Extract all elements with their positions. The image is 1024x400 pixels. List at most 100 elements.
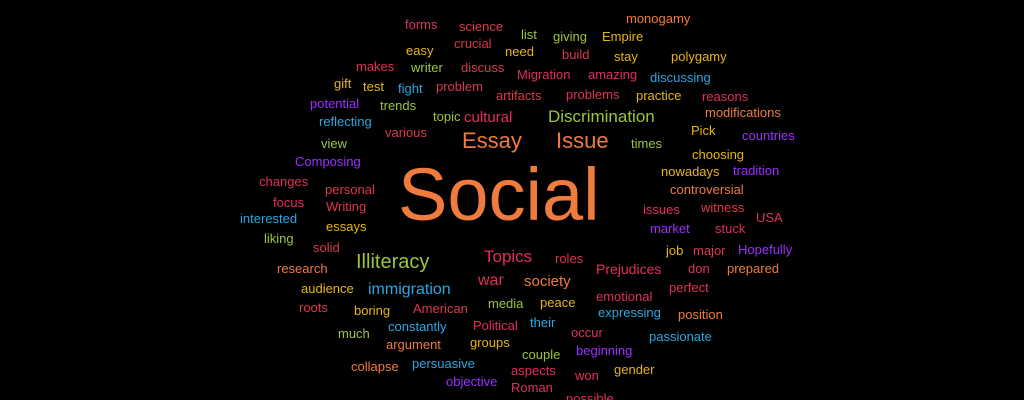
word-collapse: collapse	[351, 359, 399, 374]
word-modifications: modifications	[705, 105, 781, 120]
word-groups: groups	[470, 335, 510, 350]
word-cultural: cultural	[464, 109, 513, 126]
word-writer: writer	[411, 60, 443, 75]
word-issues: issues	[643, 202, 680, 217]
word-perfect: perfect	[669, 280, 709, 295]
word-migration: Migration	[517, 67, 571, 82]
word-society: society	[524, 273, 571, 290]
word-american: American	[413, 301, 468, 316]
word-need: need	[505, 44, 534, 59]
word-essays: essays	[326, 219, 367, 234]
word-prepared: prepared	[727, 261, 780, 276]
word-solid: solid	[313, 240, 340, 255]
word-makes: makes	[356, 59, 395, 74]
word-discuss: discuss	[461, 60, 505, 75]
word-argument: argument	[386, 337, 441, 352]
word-roman: Roman	[511, 380, 553, 395]
word-aspects: aspects	[511, 363, 556, 378]
word-interested: interested	[240, 211, 298, 226]
word-occur: occur	[571, 325, 603, 340]
word-discussing: discussing	[650, 70, 711, 85]
word-roots: roots	[299, 300, 328, 315]
word-constantly: constantly	[388, 319, 447, 334]
word-giving: giving	[553, 29, 587, 44]
word-couple: couple	[522, 347, 561, 362]
word-focus: focus	[273, 195, 305, 210]
word-objective: objective	[446, 374, 498, 389]
word-crucial: crucial	[454, 36, 492, 51]
word-war: war	[478, 272, 504, 289]
word-essay: Essay	[462, 128, 522, 153]
word-personal: personal	[325, 182, 375, 197]
word-beginning: beginning	[576, 343, 633, 358]
word-empire: Empire	[602, 29, 644, 44]
word-reflecting: reflecting	[319, 114, 372, 129]
word-stuck: stuck	[715, 221, 746, 236]
word-composing: Composing	[295, 154, 361, 169]
word-pick: Pick	[691, 123, 716, 138]
word-major: major	[693, 243, 726, 258]
word-don: don	[688, 261, 710, 276]
word-illiteracy: Illiteracy	[356, 251, 430, 273]
word-discrimination: Discrimination	[548, 107, 655, 126]
word-choosing: choosing	[692, 147, 745, 162]
word-hopefully: Hopefully	[738, 242, 793, 257]
word-changes: changes	[259, 174, 309, 189]
word-possible: possible	[566, 391, 614, 400]
word-fight: fight	[398, 81, 423, 96]
word-stay: stay	[614, 49, 638, 64]
word-tradition: tradition	[733, 163, 780, 178]
word-easy: easy	[406, 43, 434, 58]
word-gift: gift	[334, 76, 352, 91]
word-problem: problem	[436, 79, 483, 94]
word-social: Social	[398, 153, 600, 236]
word-science: science	[459, 19, 504, 34]
word-boring: boring	[354, 303, 391, 318]
word-immigration: immigration	[368, 281, 451, 298]
word-liking: liking	[264, 231, 294, 246]
word-artifacts: artifacts	[496, 88, 542, 103]
word-persuasive: persuasive	[412, 356, 475, 371]
word-times: times	[631, 136, 663, 151]
word-political: Political	[473, 318, 518, 333]
word-writing: Writing	[326, 199, 367, 214]
word-topic: topic	[433, 109, 461, 124]
word-passionate: passionate	[649, 329, 712, 344]
word-audience: audience	[301, 281, 354, 296]
word-build: build	[562, 47, 590, 62]
word-expressing: expressing	[598, 305, 661, 320]
word-job: job	[666, 243, 684, 258]
word-test: test	[363, 79, 384, 94]
word-prejudices: Prejudices	[596, 261, 662, 277]
word-controversial: controversial	[670, 182, 744, 197]
word-won: won	[575, 368, 599, 383]
word-countries: countries	[742, 128, 795, 143]
word-position: position	[678, 307, 723, 322]
word-forms: forms	[405, 17, 438, 32]
word-witness: witness	[701, 200, 745, 215]
word-monogamy: monogamy	[626, 11, 691, 26]
word-problems: problems	[566, 87, 620, 102]
word-view: view	[321, 136, 348, 151]
word-research: research	[277, 261, 328, 276]
word-their: their	[530, 315, 556, 330]
word-media: media	[488, 296, 524, 311]
word-market: market	[650, 221, 690, 236]
word-amazing: amazing	[588, 67, 638, 82]
word-roles: roles	[555, 251, 584, 266]
word-practice: practice	[636, 88, 682, 103]
word-nowadays: nowadays	[661, 164, 720, 179]
word-gender: gender	[614, 362, 655, 377]
word-usa: USA	[756, 210, 783, 225]
word-list: list	[521, 27, 537, 42]
word-emotional: emotional	[596, 289, 653, 304]
word-topics: Topics	[484, 247, 533, 266]
word-various: various	[385, 125, 427, 140]
word-trends: trends	[380, 98, 417, 113]
word-peace: peace	[540, 295, 576, 310]
word-potential: potential	[310, 96, 360, 111]
word-much: much	[338, 326, 370, 341]
word-polygamy: polygamy	[671, 49, 727, 64]
word-reasons: reasons	[702, 89, 749, 104]
